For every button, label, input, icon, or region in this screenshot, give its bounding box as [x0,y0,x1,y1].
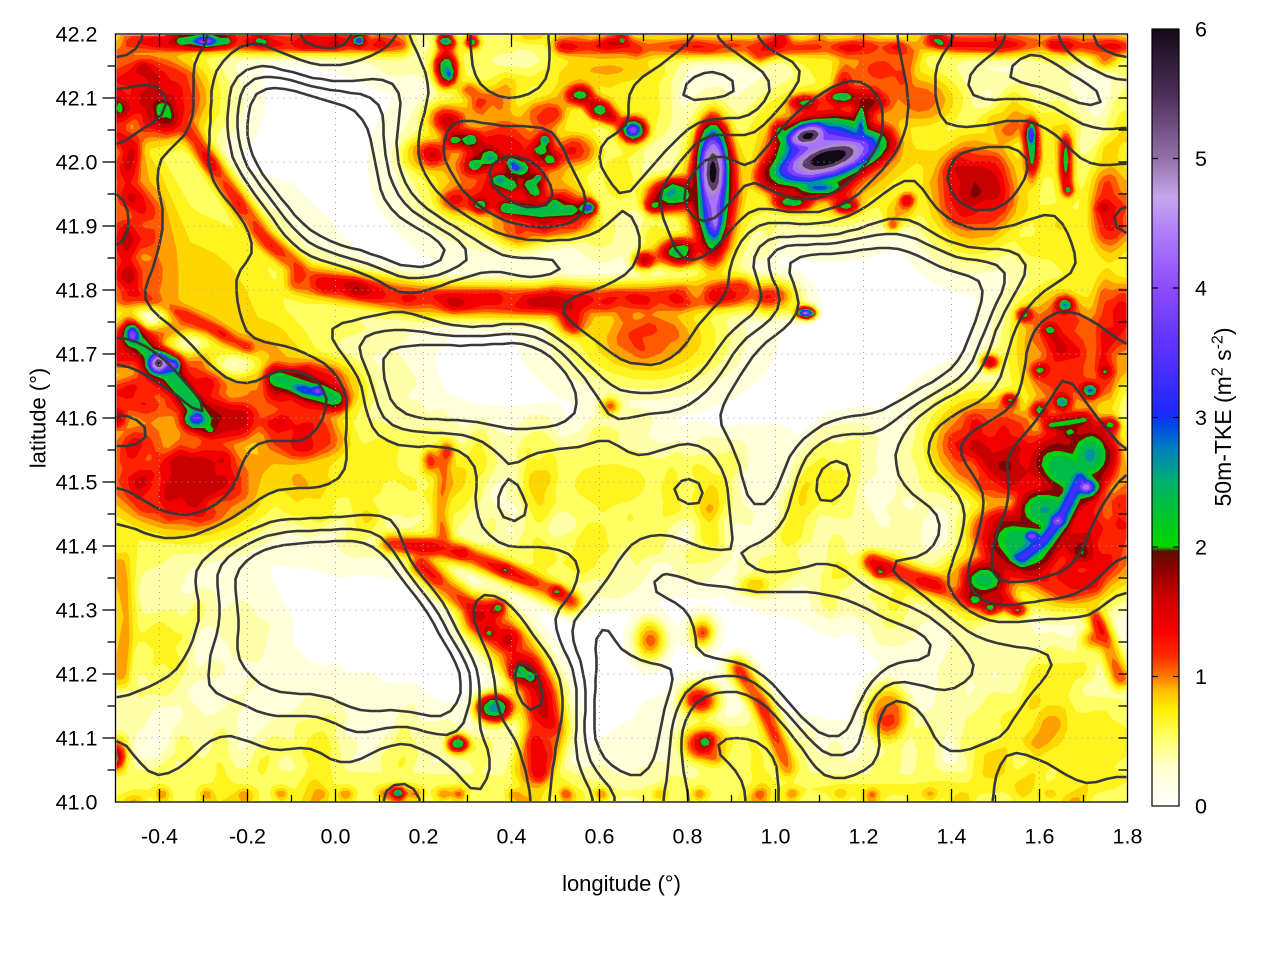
svg-text:-0.4: -0.4 [141,825,178,849]
svg-text:41.1: 41.1 [56,727,98,751]
svg-text:0.8: 0.8 [673,825,703,849]
svg-text:0.2: 0.2 [409,825,439,849]
svg-text:41.6: 41.6 [56,407,98,431]
svg-text:6: 6 [1195,18,1207,42]
svg-text:0.4: 0.4 [497,825,527,849]
svg-text:41.8: 41.8 [56,279,98,303]
svg-text:41.4: 41.4 [56,535,98,559]
svg-text:50m-TKE (m2 s-2): 50m-TKE (m2 s-2) [1210,327,1237,506]
svg-text:-0.2: -0.2 [229,825,266,849]
svg-text:41.3: 41.3 [56,599,98,623]
svg-text:41.5: 41.5 [56,471,98,495]
svg-text:1: 1 [1195,665,1207,689]
svg-text:42.1: 42.1 [56,87,98,111]
svg-text:1.2: 1.2 [849,825,879,849]
svg-text:41.0: 41.0 [56,791,98,815]
svg-text:3: 3 [1195,406,1207,430]
svg-text:0.0: 0.0 [321,825,351,849]
svg-text:0.6: 0.6 [585,825,615,849]
svg-text:42.2: 42.2 [56,23,98,47]
svg-text:41.9: 41.9 [56,215,98,239]
svg-text:4: 4 [1195,277,1207,301]
svg-text:42.0: 42.0 [56,151,98,175]
svg-text:1.8: 1.8 [1113,825,1143,849]
svg-text:0: 0 [1195,795,1207,819]
svg-text:1.0: 1.0 [761,825,791,849]
svg-text:41.7: 41.7 [56,343,98,367]
svg-text:5: 5 [1195,147,1207,171]
svg-text:latitude (°): latitude (°) [26,368,51,469]
svg-text:41.2: 41.2 [56,663,98,687]
svg-text:2: 2 [1195,536,1207,560]
svg-text:longitude (°): longitude (°) [562,871,681,896]
svg-text:1.4: 1.4 [937,825,967,849]
svg-text:1.6: 1.6 [1025,825,1055,849]
